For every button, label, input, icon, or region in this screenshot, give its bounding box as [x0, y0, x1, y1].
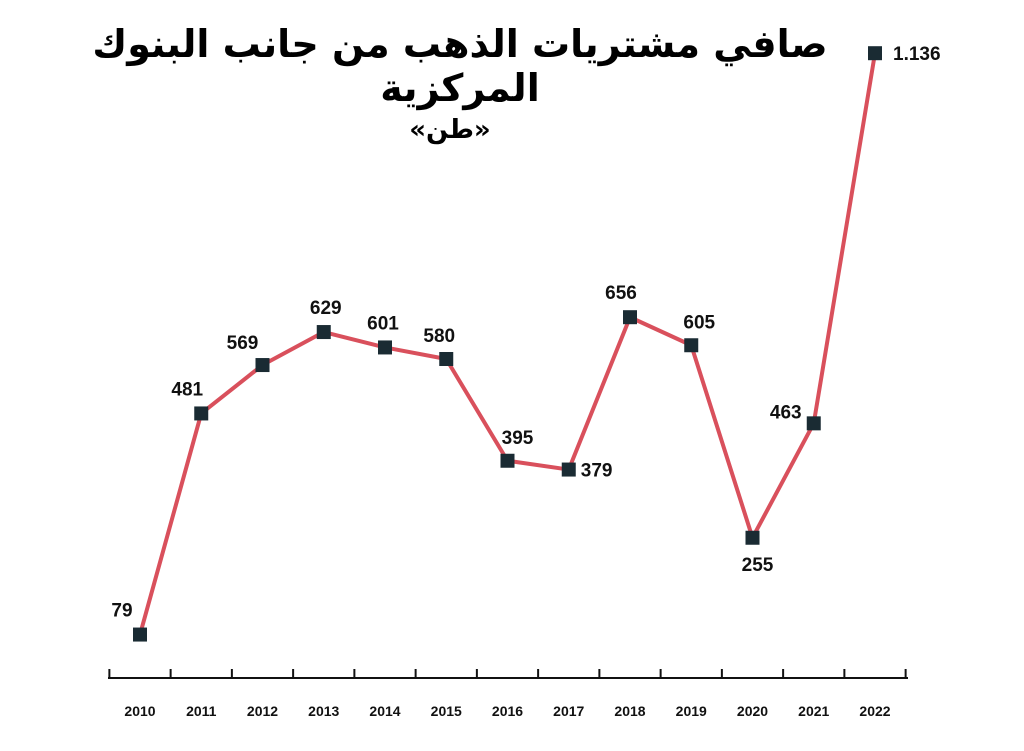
data-label-2015: 580 [423, 326, 455, 347]
data-label-2010: 79 [111, 601, 132, 622]
x-tick-label-2013: 2013 [308, 703, 339, 719]
data-point-2019 [684, 338, 699, 353]
chart-subtitle: «طن» [409, 115, 491, 145]
data-point-2021 [806, 416, 821, 431]
x-tick-label-2019: 2019 [676, 703, 707, 719]
x-tick-label-2010: 2010 [124, 703, 155, 719]
data-point-2016 [500, 453, 515, 468]
data-point-2011 [194, 406, 209, 421]
data-point-2020 [745, 530, 760, 545]
x-tick-label-2021: 2021 [798, 703, 829, 719]
x-tick-label-2015: 2015 [431, 703, 462, 719]
data-point-2017 [561, 462, 576, 477]
x-tick-label-2022: 2022 [859, 703, 890, 719]
x-tick-label-2018: 2018 [614, 703, 645, 719]
data-label-2022: 1.136 [893, 44, 941, 65]
x-tick-label-2017: 2017 [553, 703, 584, 719]
x-tick-label-2020: 2020 [737, 703, 768, 719]
data-label-2017: 379 [581, 461, 613, 482]
data-point-2013 [316, 325, 331, 340]
x-tick-label-2011: 2011 [186, 703, 217, 719]
data-label-2021: 463 [770, 402, 802, 423]
data-point-2018 [623, 310, 637, 325]
chart-title: صافي مشتريات الذهب من جانب البنوك المركز… [92, 22, 828, 110]
data-point-2014 [378, 340, 392, 355]
data-point-2010 [133, 627, 147, 642]
data-label-2020: 255 [742, 555, 774, 576]
data-label-2011: 481 [171, 379, 203, 400]
data-label-2012: 569 [227, 333, 259, 354]
data-label-2019: 605 [683, 312, 715, 333]
x-tick-label-2012: 2012 [247, 703, 278, 719]
x-tick-label-2014: 2014 [369, 703, 400, 719]
data-point-2022 [868, 46, 882, 61]
data-label-2018: 656 [605, 283, 637, 304]
data-point-2012 [255, 358, 270, 373]
data-label-2016: 395 [502, 428, 534, 449]
data-point-2015 [439, 352, 454, 366]
data-label-2014: 601 [367, 313, 399, 334]
data-label-2013: 629 [310, 298, 342, 319]
x-tick-label-2016: 2016 [492, 703, 523, 719]
